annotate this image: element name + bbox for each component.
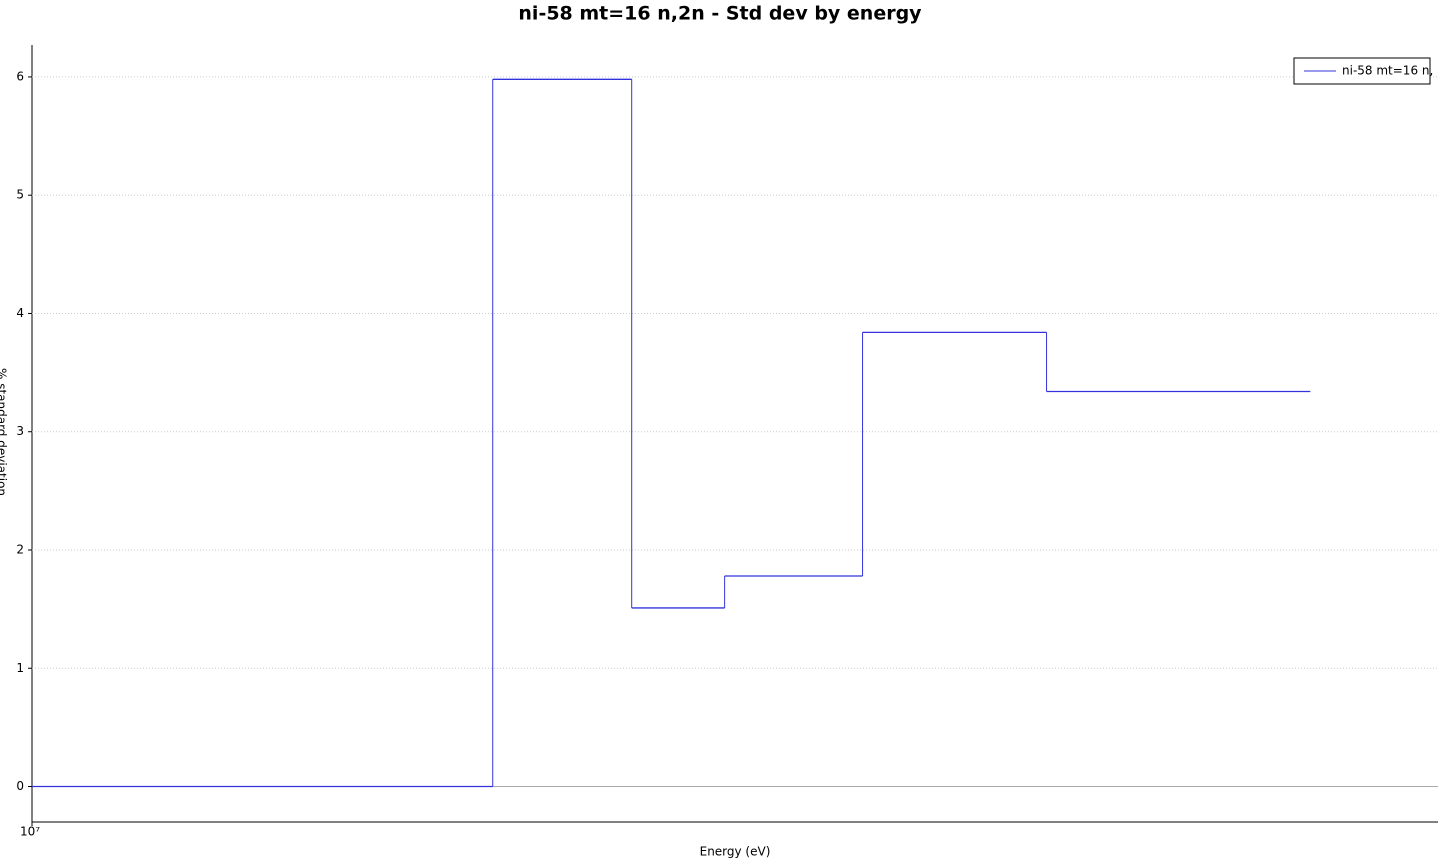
- x-tick-label: 10⁷: [20, 825, 40, 839]
- y-tick-label: 0: [16, 779, 24, 793]
- y-tick-label: 2: [16, 542, 24, 556]
- y-tick-label: 4: [16, 306, 24, 320]
- x-axis-label: Energy (eV): [700, 845, 771, 859]
- y-tick-label: 6: [16, 69, 24, 83]
- y-tick-label: 3: [16, 424, 24, 438]
- y-tick-label: 5: [16, 188, 24, 202]
- legend-label: ni-58 mt=16 n,: [1342, 64, 1433, 78]
- y-tick-label: 1: [16, 661, 24, 675]
- chart-title: ni-58 mt=16 n,2n - Std dev by energy: [518, 3, 922, 25]
- y-axis-label: % standard deviation: [0, 368, 9, 496]
